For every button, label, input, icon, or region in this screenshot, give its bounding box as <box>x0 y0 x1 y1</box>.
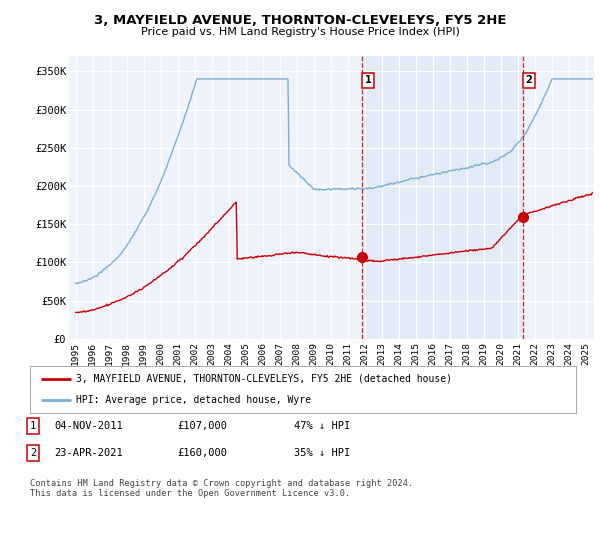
Text: 04-NOV-2011: 04-NOV-2011 <box>54 421 123 431</box>
Text: 23-APR-2021: 23-APR-2021 <box>54 448 123 458</box>
Text: HPI: Average price, detached house, Wyre: HPI: Average price, detached house, Wyre <box>76 395 311 405</box>
Text: 1: 1 <box>30 421 36 431</box>
Text: 1: 1 <box>364 75 371 85</box>
Text: £107,000: £107,000 <box>177 421 227 431</box>
Text: Contains HM Land Registry data © Crown copyright and database right 2024.
This d: Contains HM Land Registry data © Crown c… <box>30 479 413 498</box>
Text: 3, MAYFIELD AVENUE, THORNTON-CLEVELEYS, FY5 2HE: 3, MAYFIELD AVENUE, THORNTON-CLEVELEYS, … <box>94 14 506 27</box>
Text: 2: 2 <box>30 448 36 458</box>
Text: 47% ↓ HPI: 47% ↓ HPI <box>294 421 350 431</box>
Text: Price paid vs. HM Land Registry's House Price Index (HPI): Price paid vs. HM Land Registry's House … <box>140 27 460 37</box>
Text: 35% ↓ HPI: 35% ↓ HPI <box>294 448 350 458</box>
Text: £160,000: £160,000 <box>177 448 227 458</box>
Text: 3, MAYFIELD AVENUE, THORNTON-CLEVELEYS, FY5 2HE (detached house): 3, MAYFIELD AVENUE, THORNTON-CLEVELEYS, … <box>76 374 452 384</box>
Text: 2: 2 <box>526 75 532 85</box>
Bar <box>362 56 523 339</box>
